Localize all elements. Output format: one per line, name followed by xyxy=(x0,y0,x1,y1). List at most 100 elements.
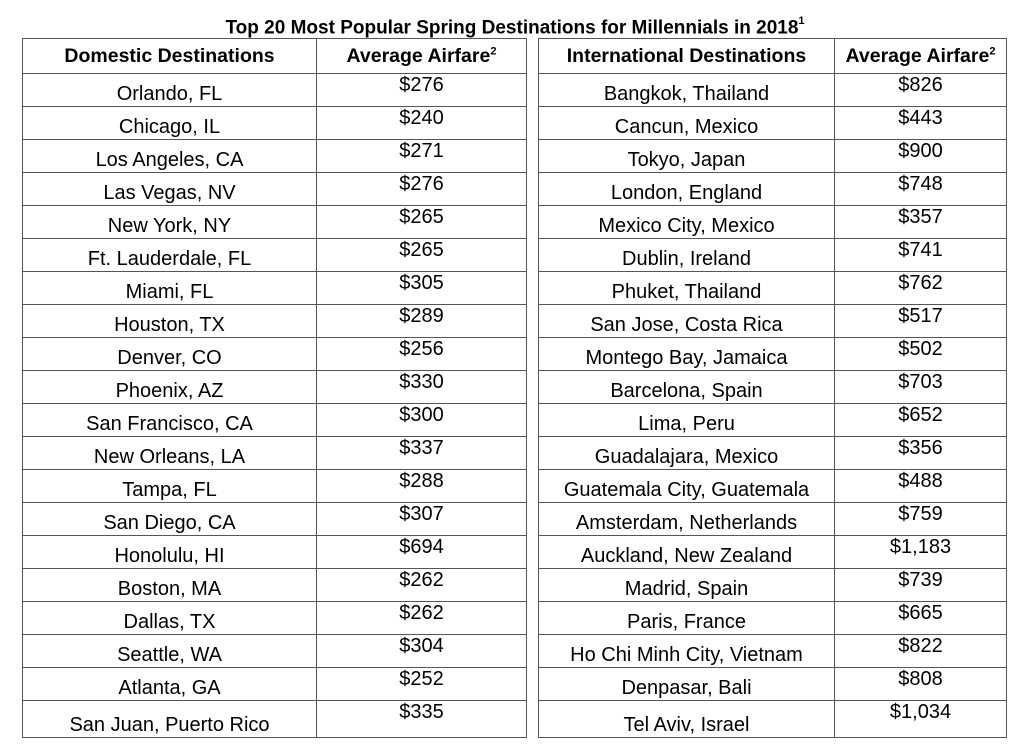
airfare-cell: $265 xyxy=(316,238,527,272)
table-row: Barcelona, Spain $703 xyxy=(538,370,1007,404)
destination-cell: Dallas, TX xyxy=(22,601,317,635)
destination-cell: Auckland, New Zealand xyxy=(538,535,835,569)
table-row: Guadalajara, Mexico $356 xyxy=(538,436,1007,470)
airfare-cell: $330 xyxy=(316,370,527,404)
table-row: Las Vegas, NV $276 xyxy=(22,172,527,206)
title-footnote: 1 xyxy=(798,15,805,27)
title-text: Top 20 Most Popular Spring Destinations … xyxy=(225,17,799,39)
table-row: Seattle, WA $304 xyxy=(22,634,527,668)
airfare-cell: $808 xyxy=(834,667,1007,701)
table-row: Amsterdam, Netherlands $759 xyxy=(538,502,1007,536)
destination-cell: Los Angeles, CA xyxy=(22,139,317,173)
airfare-cell: $304 xyxy=(316,634,527,668)
table-row: San Francisco, CA $300 xyxy=(22,403,527,437)
airfare-cell: $665 xyxy=(834,601,1007,635)
destination-cell: Phoenix, AZ xyxy=(22,370,317,404)
destination-cell: Denver, CO xyxy=(22,337,317,371)
table-row: Bangkok, Thailand $826 xyxy=(538,73,1007,107)
airfare-cell: $262 xyxy=(316,568,527,602)
airfare-cell: $300 xyxy=(316,403,527,437)
destination-cell: Honolulu, HI xyxy=(22,535,317,569)
table-row: San Jose, Costa Rica $517 xyxy=(538,304,1007,338)
destination-cell: Montego Bay, Jamaica xyxy=(538,337,835,371)
table-row: Boston, MA $262 xyxy=(22,568,527,602)
destination-cell: Las Vegas, NV xyxy=(22,172,317,206)
destination-cell: San Diego, CA xyxy=(22,502,317,536)
destination-cell: San Juan, Puerto Rico xyxy=(22,700,317,738)
page-title: Top 20 Most Popular Spring Destinations … xyxy=(0,8,1030,38)
airfare-cell: $240 xyxy=(316,106,527,140)
domestic-destinations-table: Domestic Destinations Average Airfare2 O… xyxy=(22,38,527,738)
destination-cell: New Orleans, LA xyxy=(22,436,317,470)
airfare-cell: $256 xyxy=(316,337,527,371)
table-row: Tel Aviv, Israel $1,034 xyxy=(538,700,1007,738)
airfare-cell: $252 xyxy=(316,667,527,701)
airfare-header-label: Average Airfare xyxy=(346,44,491,67)
airfare-footnote: 2 xyxy=(490,45,497,57)
destination-cell: Boston, MA xyxy=(22,568,317,602)
table-row: Houston, TX $289 xyxy=(22,304,527,338)
airfare-cell: $741 xyxy=(834,238,1007,272)
destination-cell: Amsterdam, Netherlands xyxy=(538,502,835,536)
airfare-cell: $517 xyxy=(834,304,1007,338)
airfare-cell: $762 xyxy=(834,271,1007,305)
table-row: New York, NY $265 xyxy=(22,205,527,239)
airfare-cell: $703 xyxy=(834,370,1007,404)
airfare-cell: $739 xyxy=(834,568,1007,602)
table-row: San Juan, Puerto Rico $335 xyxy=(22,700,527,738)
table-row: Dallas, TX $262 xyxy=(22,601,527,635)
table-row: Denpasar, Bali $808 xyxy=(538,667,1007,701)
airfare-cell: $694 xyxy=(316,535,527,569)
table-row: Dublin, Ireland $741 xyxy=(538,238,1007,272)
table-row: Los Angeles, CA $271 xyxy=(22,139,527,173)
airfare-cell: $357 xyxy=(834,205,1007,239)
destination-cell: Tokyo, Japan xyxy=(538,139,835,173)
airfare-header-label: Average Airfare xyxy=(845,44,990,67)
destination-cell: Tampa, FL xyxy=(22,469,317,503)
table-row: San Diego, CA $307 xyxy=(22,502,527,536)
table-row: Phuket, Thailand $762 xyxy=(538,271,1007,305)
destination-cell: Bangkok, Thailand xyxy=(538,73,835,107)
international-destinations-header: International Destinations xyxy=(538,38,835,74)
table-row: Auckland, New Zealand $1,183 xyxy=(538,535,1007,569)
destination-cell: Seattle, WA xyxy=(22,634,317,668)
airfare-cell: $826 xyxy=(834,73,1007,107)
destination-cell: Dublin, Ireland xyxy=(538,238,835,272)
destination-cell: London, England xyxy=(538,172,835,206)
airfare-cell: $748 xyxy=(834,172,1007,206)
airfare-cell: $1,034 xyxy=(834,700,1007,738)
table-row: Montego Bay, Jamaica $502 xyxy=(538,337,1007,371)
airfare-cell: $502 xyxy=(834,337,1007,371)
table-header-row: International Destinations Average Airfa… xyxy=(538,38,1007,74)
table-row: Madrid, Spain $739 xyxy=(538,568,1007,602)
table-row: Ft. Lauderdale, FL $265 xyxy=(22,238,527,272)
destination-cell: Chicago, IL xyxy=(22,106,317,140)
destination-cell: Miami, FL xyxy=(22,271,317,305)
destination-cell: Denpasar, Bali xyxy=(538,667,835,701)
international-table-body: Bangkok, Thailand $826 Cancun, Mexico $443 T… xyxy=(538,73,1007,738)
airfare-footnote: 2 xyxy=(989,45,996,57)
table-row: Atlanta, GA $252 xyxy=(22,667,527,701)
table-row: Phoenix, AZ $330 xyxy=(22,370,527,404)
airfare-cell: $652 xyxy=(834,403,1007,437)
destination-cell: Orlando, FL xyxy=(22,73,317,107)
destination-cell: Madrid, Spain xyxy=(538,568,835,602)
table-row: Lima, Peru $652 xyxy=(538,403,1007,437)
destination-cell: Cancun, Mexico xyxy=(538,106,835,140)
domestic-destinations-header: Domestic Destinations xyxy=(22,38,317,74)
destination-cell: Atlanta, GA xyxy=(22,667,317,701)
table-row: Miami, FL $305 xyxy=(22,271,527,305)
destination-cell: Paris, France xyxy=(538,601,835,635)
destination-cell: Ho Chi Minh City, Vietnam xyxy=(538,634,835,668)
destination-cell: Houston, TX xyxy=(22,304,317,338)
domestic-table-body: Orlando, FL $276 Chicago, IL $240 Los Angele… xyxy=(22,73,527,738)
table-row: Tokyo, Japan $900 xyxy=(538,139,1007,173)
airfare-cell: $276 xyxy=(316,73,527,107)
destination-cell: Ft. Lauderdale, FL xyxy=(22,238,317,272)
airfare-cell: $337 xyxy=(316,436,527,470)
airfare-cell: $488 xyxy=(834,469,1007,503)
destination-cell: Phuket, Thailand xyxy=(538,271,835,305)
destination-cell: Mexico City, Mexico xyxy=(538,205,835,239)
table-row: Ho Chi Minh City, Vietnam $822 xyxy=(538,634,1007,668)
table-row: Tampa, FL $288 xyxy=(22,469,527,503)
